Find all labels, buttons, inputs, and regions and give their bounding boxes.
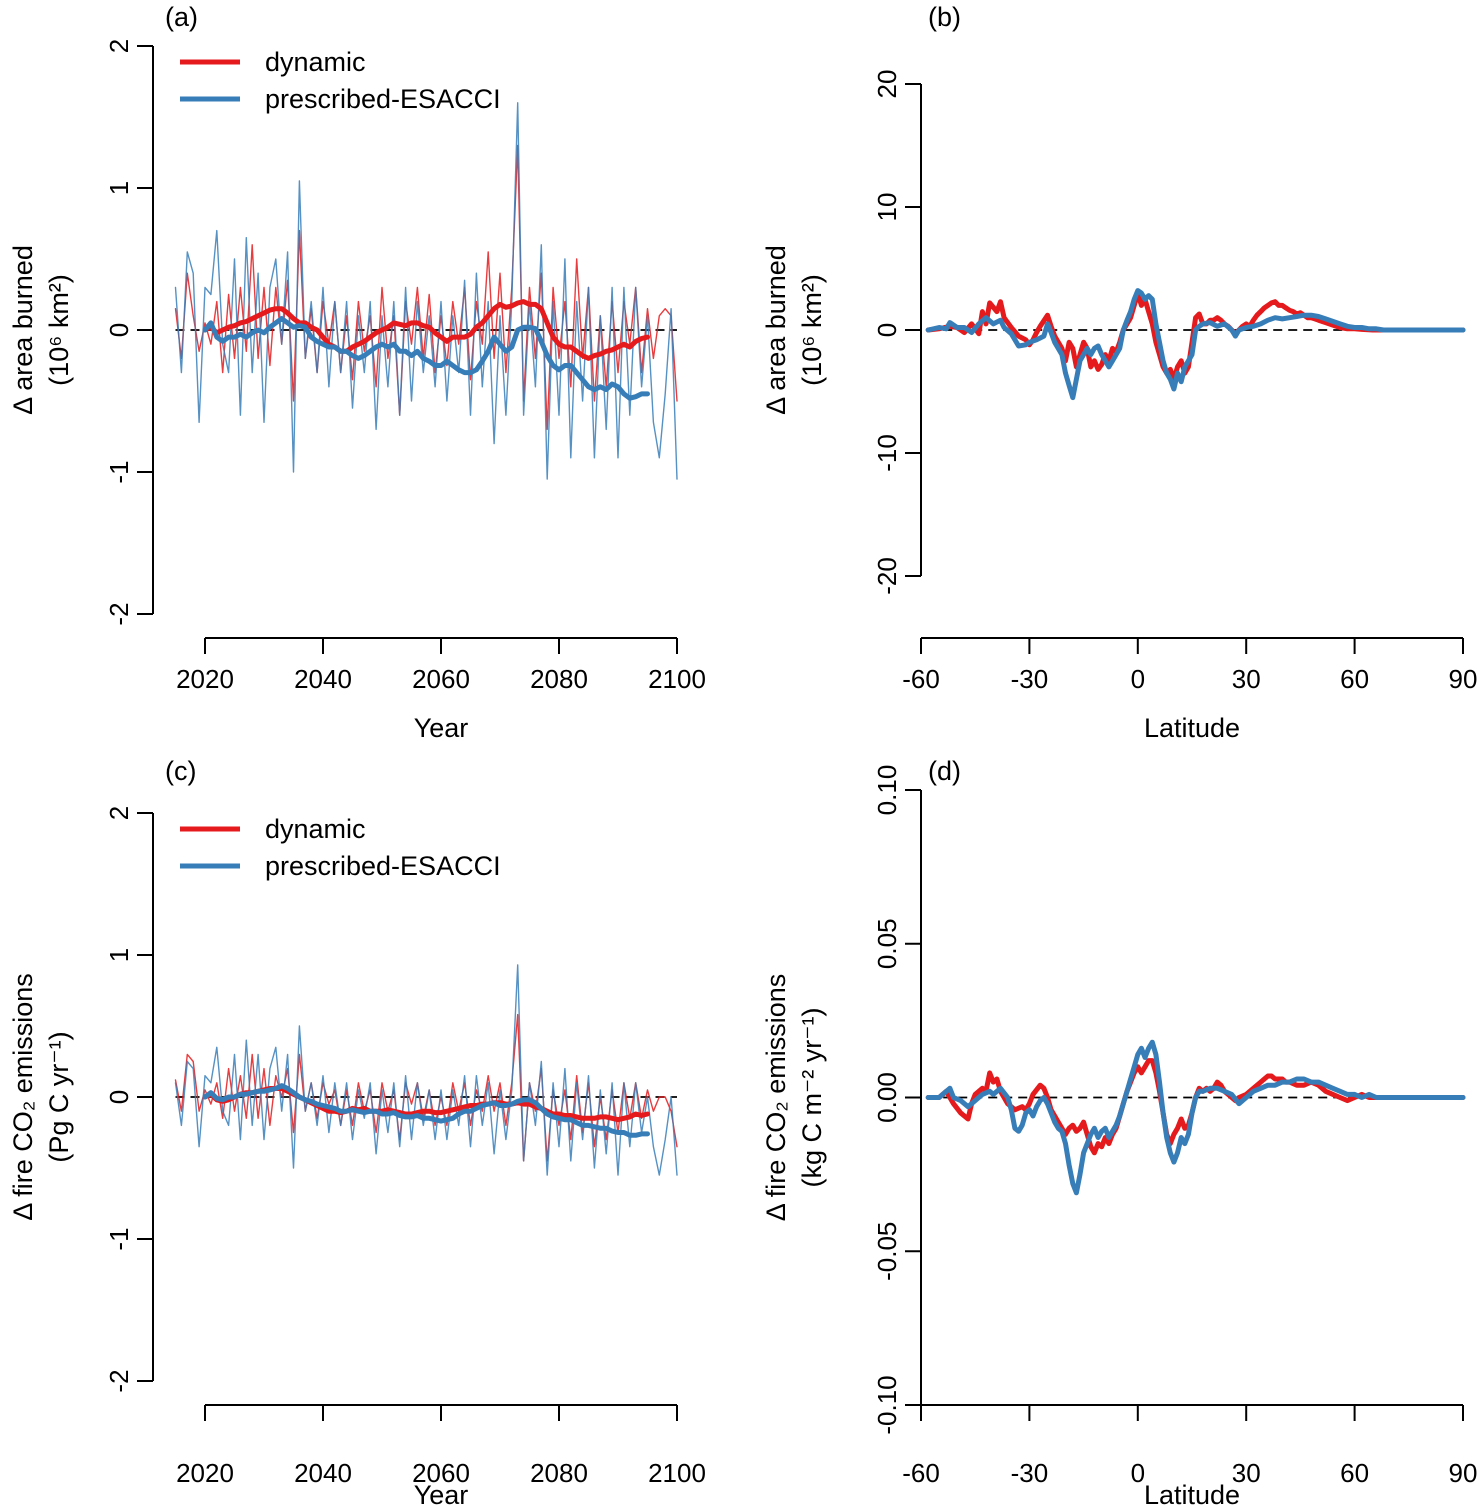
y-tick-label: -0.05 [872,1222,902,1281]
x-tick-label: 60 [1340,664,1369,694]
legend-label: prescribed-ESACCI [265,84,501,114]
series-line-prescribed-annual [174,964,678,1176]
x-tick-label: 2080 [530,664,588,694]
legend-label: dynamic [265,814,366,844]
x-tick-label: 2060 [412,664,470,694]
x-tick-label: 2100 [648,664,706,694]
panel-label: (c) [165,756,196,786]
x-axis-title: Latitude [1144,1480,1240,1508]
x-axis-title: Year [414,1480,469,1508]
y-tick-label: 0 [872,323,902,337]
y-tick-label: 1 [104,948,134,962]
legend-label: prescribed-ESACCI [265,851,501,881]
x-tick-label: 2040 [294,1458,352,1488]
panel-d: (d) -0.10 -0.05 0.00 0.05 0.10 -60 -30 0 30 60 90 La… [761,756,1477,1508]
panel-label: (d) [928,756,961,786]
series-line-dynamic [925,1058,1466,1156]
series-line-prescribed-esacci [925,288,1466,401]
y-axis-title: Δ fire CO₂ emissions [761,974,791,1222]
y-axis-units: (10⁶ km²) [44,274,74,386]
series-line-prescribed-esacci [925,1039,1466,1196]
y-tick-label: -1 [104,460,134,483]
x-axis-title: Year [414,713,469,743]
x-tick-label: 0 [1131,1458,1145,1488]
x-tick-label: 2020 [176,664,234,694]
y-axis-title: Δ area burned [761,245,791,415]
x-tick-label: 0 [1131,664,1145,694]
y-tick-label: 2 [104,806,134,820]
y-axis-units: (kg C m⁻² yr⁻¹) [797,1008,827,1188]
x-tick-label: -30 [1011,664,1049,694]
panel-b: (b) -20 -10 0 10 20 -60 -30 0 30 60 90 Latitude Δ are… [761,2,1477,743]
series-line-prescribed-esacci [202,1083,650,1138]
x-tick-label: -60 [902,1458,940,1488]
y-axis-units: (10⁶ km²) [797,274,827,386]
panel-label: (b) [928,2,961,32]
y-tick-label: 0.10 [872,765,902,816]
x-tick-label: 2040 [294,664,352,694]
x-tick-label: 2020 [176,1458,234,1488]
y-tick-label: 0 [104,323,134,337]
y-tick-label: 10 [872,193,902,222]
legend-label: dynamic [265,47,366,77]
y-tick-label: 0.00 [872,1072,902,1123]
y-axis-title: Δ area burned [8,245,38,415]
y-tick-label: -1 [104,1227,134,1250]
x-tick-label: 60 [1340,1458,1369,1488]
series-line-dynamic [202,299,650,361]
series-line-prescribed-annual [174,102,678,480]
y-tick-label: -10 [872,434,902,472]
panel-a: (a) -2 -1 0 1 2 2020 2040 2060 2080 2100 Year Δ area… [8,2,706,743]
x-tick-label: 90 [1449,1458,1478,1488]
x-tick-label: 30 [1232,664,1261,694]
x-axis-title: Latitude [1144,713,1240,743]
y-tick-label: -2 [104,1369,134,1392]
y-tick-label: 20 [872,70,902,99]
y-axis-title: Δ fire CO₂ emissions [8,973,38,1221]
y-tick-label: -0.10 [872,1375,902,1434]
panel-c: (c) -2 -1 0 1 2 2020 2040 2060 2080 2100 Year Δ fire… [8,756,706,1508]
y-tick-label: -2 [104,602,134,625]
series-line-prescribed-esacci [202,316,650,401]
y-axis-units: (Pg C yr⁻¹) [44,1031,74,1162]
y-tick-label: -20 [872,557,902,595]
y-tick-label: 1 [104,181,134,195]
x-tick-label: 2060 [412,1458,470,1488]
x-tick-label: 30 [1232,1458,1261,1488]
x-tick-label: 2080 [530,1458,588,1488]
y-tick-label: 0.05 [872,918,902,969]
x-tick-label: 2100 [648,1458,706,1488]
x-tick-label: -60 [902,664,940,694]
panel-label: (a) [165,2,198,32]
y-tick-label: 2 [104,39,134,53]
x-tick-label: 90 [1449,664,1478,694]
y-tick-label: 0 [104,1090,134,1104]
x-tick-label: -30 [1011,1458,1049,1488]
